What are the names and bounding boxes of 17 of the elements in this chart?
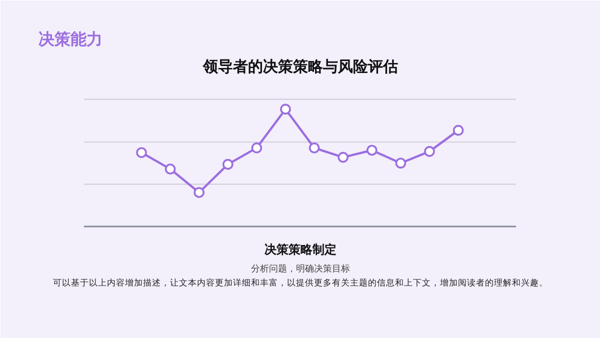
point: [222, 158, 234, 170]
chart-title: 领导者的决策策略与风险评估: [202, 58, 398, 76]
text: 决策能力: [38, 30, 102, 48]
point: [338, 152, 348, 163]
point: [308, 142, 320, 154]
point: [164, 164, 176, 174]
point: [280, 104, 291, 115]
point: [424, 146, 435, 157]
point: [452, 124, 464, 136]
point: [194, 187, 204, 198]
point: [366, 144, 378, 156]
text: 分析问题，明确决策目标: [251, 264, 350, 274]
point: [136, 147, 147, 158]
text: 决策策略制定: [264, 242, 336, 256]
point: [395, 158, 406, 169]
point: [251, 142, 262, 154]
text: 可以基于以上内容增加描述，让文本内容更加详细和丰富，以提供更多有关主题的信息和上下文，增加阅读者的理解和兴趣。: [53, 278, 548, 288]
